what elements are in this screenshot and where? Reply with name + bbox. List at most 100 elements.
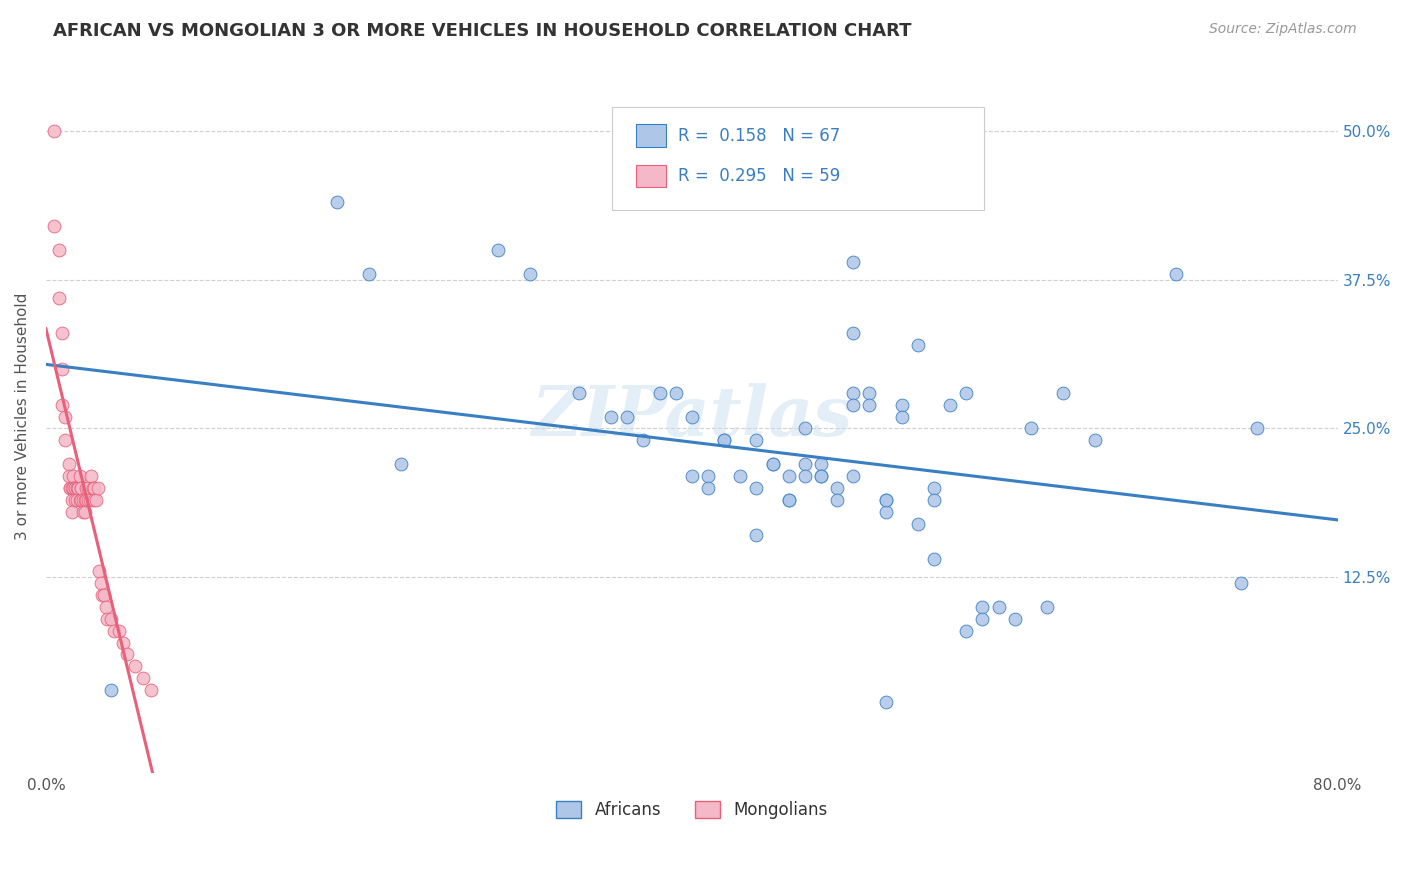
Point bbox=[73, 505, 96, 519]
Point bbox=[1036, 599, 1059, 614]
Point bbox=[58, 469, 80, 483]
Point bbox=[681, 409, 703, 424]
Point bbox=[1084, 434, 1107, 448]
Point bbox=[778, 492, 800, 507]
Point bbox=[70, 481, 93, 495]
Point bbox=[51, 398, 73, 412]
Point bbox=[568, 385, 591, 400]
Point bbox=[842, 255, 865, 269]
Point bbox=[325, 195, 347, 210]
Point bbox=[62, 481, 84, 495]
Point bbox=[1019, 421, 1042, 435]
Point bbox=[761, 457, 783, 471]
Point bbox=[60, 505, 83, 519]
Point bbox=[115, 648, 138, 662]
Point bbox=[60, 492, 83, 507]
Point bbox=[42, 124, 65, 138]
Point bbox=[1246, 421, 1268, 435]
Point bbox=[922, 552, 945, 566]
Point bbox=[810, 469, 832, 483]
Point bbox=[112, 635, 135, 649]
Point bbox=[107, 624, 129, 638]
Point bbox=[124, 659, 146, 673]
Point bbox=[53, 434, 76, 448]
Point bbox=[600, 409, 623, 424]
Point bbox=[63, 492, 86, 507]
Point bbox=[890, 409, 912, 424]
Point bbox=[842, 385, 865, 400]
Point bbox=[69, 492, 91, 507]
Point bbox=[745, 528, 768, 542]
Text: R =  0.158   N = 67: R = 0.158 N = 67 bbox=[678, 127, 839, 145]
Point bbox=[875, 505, 897, 519]
Point bbox=[793, 457, 815, 471]
Point bbox=[77, 492, 100, 507]
Point bbox=[1229, 576, 1251, 591]
Point bbox=[519, 267, 541, 281]
Point bbox=[745, 434, 768, 448]
Text: Source: ZipAtlas.com: Source: ZipAtlas.com bbox=[1209, 22, 1357, 37]
Point bbox=[67, 481, 90, 495]
Point bbox=[91, 588, 114, 602]
Point bbox=[890, 398, 912, 412]
Point bbox=[77, 481, 100, 495]
Point bbox=[58, 457, 80, 471]
Point bbox=[616, 409, 638, 424]
Point bbox=[745, 481, 768, 495]
Point bbox=[875, 492, 897, 507]
Point bbox=[810, 457, 832, 471]
Point bbox=[48, 243, 70, 257]
Text: ZIPatlas: ZIPatlas bbox=[531, 383, 852, 450]
Y-axis label: 3 or more Vehicles in Household: 3 or more Vehicles in Household bbox=[15, 293, 30, 541]
Point bbox=[858, 398, 880, 412]
Point bbox=[825, 492, 848, 507]
Point bbox=[1166, 267, 1188, 281]
Point bbox=[713, 434, 735, 448]
Point bbox=[94, 599, 117, 614]
Point bbox=[922, 481, 945, 495]
Point bbox=[100, 683, 122, 698]
Point bbox=[713, 434, 735, 448]
Point bbox=[66, 481, 89, 495]
Point bbox=[907, 338, 929, 352]
Point bbox=[82, 481, 104, 495]
Point bbox=[955, 624, 977, 638]
Point bbox=[70, 492, 93, 507]
Point bbox=[987, 599, 1010, 614]
Text: AFRICAN VS MONGOLIAN 3 OR MORE VEHICLES IN HOUSEHOLD CORRELATION CHART: AFRICAN VS MONGOLIAN 3 OR MORE VEHICLES … bbox=[53, 22, 912, 40]
Point bbox=[59, 481, 82, 495]
Point bbox=[875, 492, 897, 507]
Point bbox=[139, 683, 162, 698]
Point bbox=[972, 612, 994, 626]
Point bbox=[1004, 612, 1026, 626]
Point bbox=[633, 434, 655, 448]
Point bbox=[665, 385, 688, 400]
Point bbox=[69, 469, 91, 483]
Point bbox=[66, 492, 89, 507]
Point bbox=[62, 469, 84, 483]
Point bbox=[67, 481, 90, 495]
Point bbox=[648, 385, 671, 400]
Point bbox=[59, 481, 82, 495]
Point bbox=[939, 398, 962, 412]
Point bbox=[42, 219, 65, 234]
Point bbox=[86, 481, 108, 495]
Point bbox=[79, 492, 101, 507]
Point bbox=[486, 243, 509, 257]
Point bbox=[761, 457, 783, 471]
Point bbox=[697, 469, 720, 483]
Point bbox=[132, 671, 155, 685]
Point bbox=[955, 385, 977, 400]
Text: R =  0.295   N = 59: R = 0.295 N = 59 bbox=[678, 167, 839, 185]
Point bbox=[84, 492, 107, 507]
Point bbox=[825, 481, 848, 495]
Point bbox=[51, 362, 73, 376]
Point bbox=[70, 481, 93, 495]
Point bbox=[842, 398, 865, 412]
Point bbox=[89, 564, 111, 578]
Point bbox=[63, 481, 86, 495]
Point bbox=[51, 326, 73, 341]
Point bbox=[778, 469, 800, 483]
Point bbox=[75, 481, 97, 495]
Point bbox=[793, 469, 815, 483]
